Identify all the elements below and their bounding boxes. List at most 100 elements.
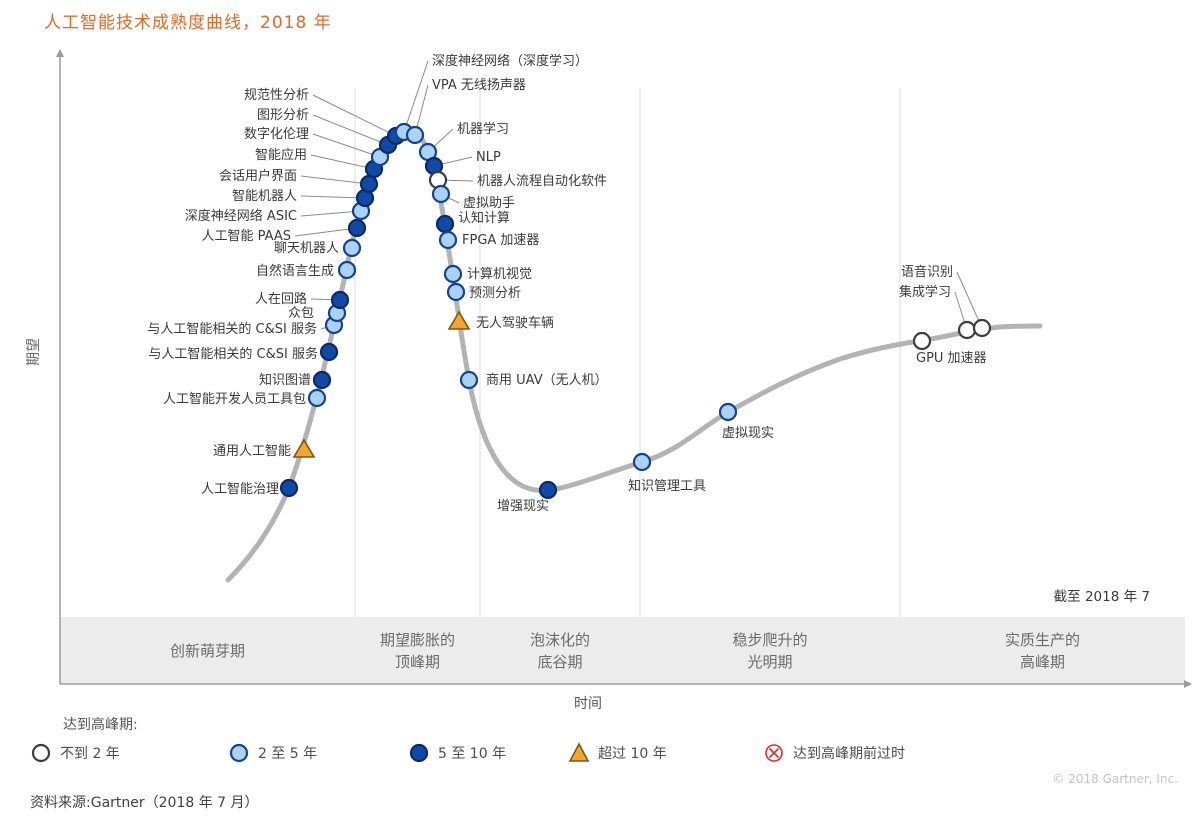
phase-label: 顶峰期 bbox=[395, 653, 440, 671]
point-label: 无人驾驶车辆 bbox=[476, 315, 554, 331]
point-marker-triangle bbox=[447, 310, 471, 330]
connector-line bbox=[312, 94, 397, 137]
point-marker-circle bbox=[438, 230, 458, 250]
phase-label: 创新萌芽期 bbox=[170, 642, 245, 660]
x-axis-arrow bbox=[1184, 680, 1192, 688]
legend-item: 2 至 5 年 bbox=[228, 742, 317, 764]
point-label: 机器人流程自动化软件 bbox=[477, 174, 607, 189]
point-label: 增强现实 bbox=[497, 499, 549, 514]
as-of-note: 截至 2018 年 7 bbox=[1054, 589, 1150, 605]
point-marker-triangle bbox=[292, 438, 316, 458]
point-marker-circle bbox=[431, 184, 451, 204]
point-label: FPGA 加速器 bbox=[462, 233, 539, 248]
point-label: 计算机视觉 bbox=[467, 267, 532, 282]
point-marker-circle bbox=[279, 478, 299, 498]
point-label: 虚拟助手 bbox=[463, 196, 515, 211]
point-marker-circle bbox=[446, 282, 466, 302]
phase-label: 实质生产的 bbox=[1005, 631, 1080, 649]
obsolete-symbol-icon bbox=[765, 744, 783, 762]
legend-item: 达到高峰期前过时 bbox=[763, 742, 905, 764]
point-label: 智能机器人 bbox=[232, 189, 297, 204]
gt10-symbol-icon bbox=[568, 742, 590, 762]
point-label: 语音识别 bbox=[901, 264, 953, 280]
point-label: 数字化伦理 bbox=[244, 127, 309, 142]
point-marker-circle bbox=[435, 214, 455, 234]
point-label: 与人工智能相关的 C&SI 服务 bbox=[148, 346, 318, 362]
point-label: GPU 加速器 bbox=[916, 351, 987, 366]
source-note: 资料来源:Gartner（2018 年 7 月） bbox=[30, 795, 259, 811]
y-axis-arrow bbox=[56, 49, 64, 57]
legend-item-label: 达到高峰期前过时 bbox=[793, 746, 905, 762]
point-marker-circle bbox=[359, 174, 379, 194]
phase-label: 底谷期 bbox=[537, 653, 582, 671]
legend-title: 达到高峰期: bbox=[63, 717, 138, 733]
lt2-symbol-icon bbox=[31, 743, 51, 763]
point-label: 聊天机器人 bbox=[274, 241, 339, 256]
point-marker-circle bbox=[459, 370, 479, 390]
x-axis-label: 时间 bbox=[574, 696, 602, 710]
y-axis-label: 期望 bbox=[26, 338, 42, 366]
point-label: 自然语言生成 bbox=[256, 263, 334, 279]
point-label: NLP bbox=[476, 150, 501, 165]
page-title: 人工智能技术成熟度曲线，2018 年 bbox=[44, 13, 332, 33]
point-label: 虚拟现实 bbox=[722, 426, 774, 441]
phase-label: 光明期 bbox=[747, 653, 792, 671]
point-marker-circle bbox=[538, 480, 558, 500]
point-marker-circle bbox=[319, 342, 339, 362]
phase-label: 期望膨胀的 bbox=[380, 631, 455, 649]
connector-line bbox=[312, 114, 389, 146]
point-label: 人在回路 bbox=[255, 291, 307, 307]
point-label: 人工智能治理 bbox=[201, 482, 279, 497]
point-label: 人工智能 PAAS bbox=[201, 229, 291, 244]
point-label: 认知计算 bbox=[458, 210, 510, 226]
connector-line bbox=[956, 271, 983, 329]
point-label: 通用人工智能 bbox=[213, 444, 291, 459]
legend-item-label: 不到 2 年 bbox=[60, 746, 120, 762]
point-label: 深度神经网络 ASIC bbox=[185, 208, 297, 224]
point-label: 深度神经网络（深度学习） bbox=[432, 53, 588, 69]
point-label: 人工智能开发人员工具包 bbox=[163, 391, 306, 407]
legend-item-label: 5 至 10 年 bbox=[438, 746, 507, 762]
point-marker-circle bbox=[443, 264, 463, 284]
legend-item: 5 至 10 年 bbox=[408, 742, 506, 764]
connector-line bbox=[312, 133, 381, 158]
point-label: 与人工智能相关的 C&SI 服务 bbox=[147, 321, 317, 337]
point-marker-circle bbox=[405, 125, 425, 145]
point-label: 会话用户界面 bbox=[219, 168, 297, 184]
point-marker-circle bbox=[312, 370, 332, 390]
point-marker-circle bbox=[632, 452, 652, 472]
connector-line bbox=[403, 60, 429, 133]
point-marker-circle bbox=[912, 331, 932, 351]
point-marker-circle bbox=[957, 320, 977, 340]
phase-label: 高峰期 bbox=[1020, 653, 1065, 671]
point-marker-circle bbox=[307, 388, 327, 408]
point-label: VPA 无线扬声器 bbox=[432, 78, 526, 93]
connector-line bbox=[294, 227, 358, 237]
point-label: 智能应用 bbox=[255, 147, 307, 163]
connector-line bbox=[300, 175, 370, 185]
connector-line bbox=[310, 154, 375, 170]
connector-line bbox=[300, 210, 362, 217]
point-label: 预测分析 bbox=[469, 286, 521, 301]
phase-label: 泡沫化的 bbox=[530, 631, 590, 649]
point-marker-circle bbox=[337, 260, 357, 280]
connector-line bbox=[300, 195, 366, 199]
point-marker-circle bbox=[342, 238, 362, 258]
phase-band bbox=[60, 617, 1185, 683]
legend: 不到 2 年 2 至 5 年 5 至 10 年 超过 10 年 达到高峰期前过时 bbox=[0, 742, 1200, 774]
point-marker-circle bbox=[718, 402, 738, 422]
point-label: 机器学习 bbox=[457, 121, 509, 137]
point-label: 知识图谱 bbox=[259, 372, 311, 388]
legend-item: 超过 10 年 bbox=[568, 742, 667, 764]
legend-item-label: 2 至 5 年 bbox=[258, 746, 318, 762]
5to10-symbol-icon bbox=[409, 743, 429, 763]
point-label: 众包 bbox=[288, 306, 314, 321]
point-marker-circle bbox=[330, 290, 350, 310]
legend-item: 不到 2 年 bbox=[30, 742, 120, 764]
point-label: 商用 UAV（无人机） bbox=[486, 373, 608, 388]
point-marker-circle bbox=[347, 218, 367, 238]
2to5-symbol-icon bbox=[229, 743, 249, 763]
point-label: 集成学习 bbox=[899, 284, 951, 300]
